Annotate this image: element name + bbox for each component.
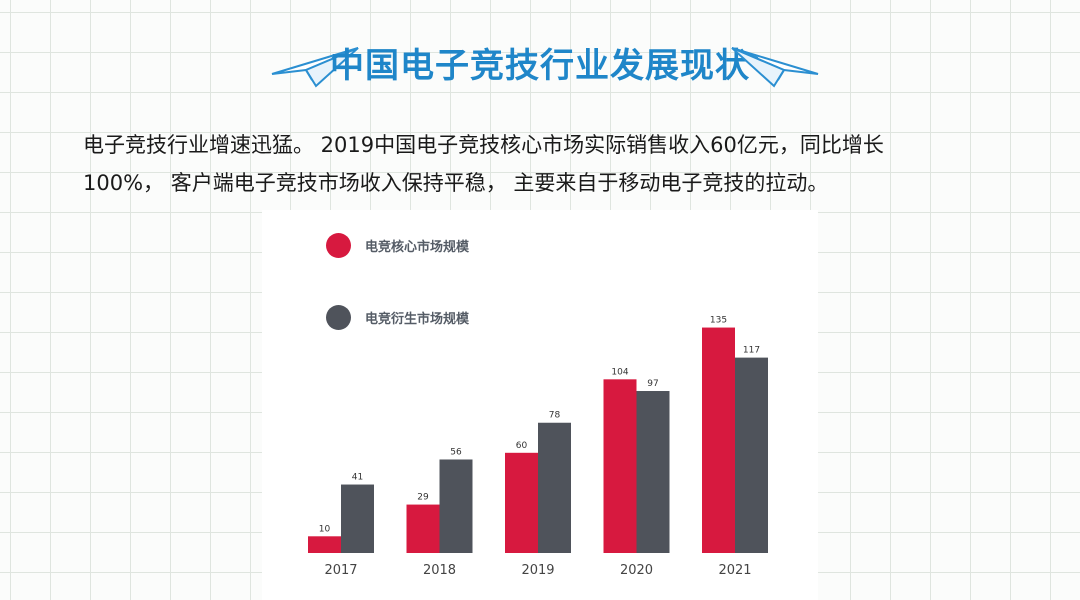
bar-chart: 10 41 2017 29 56 2018 60 78 2019 104 97 2020 135 117 2… — [308, 316, 768, 578]
title-banner: 中国电子竞技行业发展现状 — [0, 30, 1080, 100]
bar-core-2019 — [505, 452, 538, 553]
data-label-derivative-2019: 78 — [549, 411, 561, 421]
intro-line-1: 电子竞技行业增速迅猛。 2019中国电子竞技核心市场实际销售收入60亿元，同比增… — [83, 133, 884, 157]
legend-item-core: 电竞核心市场规模 — [326, 233, 469, 258]
bar-derivative-2021 — [735, 357, 768, 553]
legend-swatch-core — [326, 233, 351, 258]
bar-core-2020 — [603, 379, 637, 553]
x-tick-label-2018: 2018 — [423, 563, 456, 578]
data-label-core-2017: 10 — [319, 524, 331, 534]
x-tick-label-2017: 2017 — [324, 563, 357, 578]
bar-derivative-2019 — [538, 422, 571, 553]
bar-derivative-2017 — [341, 484, 374, 553]
data-label-derivative-2017: 41 — [352, 473, 363, 483]
data-label-derivative-2018: 56 — [450, 447, 462, 457]
x-tick-label-2021: 2021 — [718, 563, 751, 578]
bar-core-2017 — [308, 536, 341, 553]
x-tick-label-2020: 2020 — [620, 563, 653, 578]
data-label-core-2021: 135 — [710, 316, 727, 326]
x-tick-label-2019: 2019 — [521, 563, 554, 578]
bar-derivative-2018 — [439, 459, 473, 553]
data-label-core-2019: 60 — [516, 441, 528, 451]
data-label-derivative-2020: 97 — [647, 379, 658, 389]
bar-derivative-2020 — [636, 391, 670, 553]
bar-core-2018 — [406, 504, 440, 553]
data-label-core-2018: 29 — [417, 493, 429, 503]
intro-line-2: 100%， 客户端电子竞技市场收入保持平稳， 主要来自于移动电子竞技的拉动。 — [83, 171, 829, 195]
data-label-derivative-2021: 117 — [743, 346, 760, 356]
intro-paragraph: 电子竞技行业增速迅猛。 2019中国电子竞技核心市场实际销售收入60亿元，同比增… — [83, 126, 1013, 202]
legend-swatch-derivative — [326, 305, 351, 330]
legend-item-derivative: 电竞衍生市场规模 — [326, 305, 469, 330]
page-title: 中国电子竞技行业发展现状 — [330, 46, 750, 86]
paper-plane-left-icon — [271, 47, 359, 88]
legend-label-core: 电竞核心市场规模 — [365, 240, 470, 255]
paper-plane-right-icon — [731, 47, 819, 88]
data-label-core-2020: 104 — [611, 367, 628, 377]
chart-panel: 电竞核心市场规模 电竞衍生市场规模 10 41 2017 29 56 2018 60 78 20… — [262, 210, 818, 600]
legend-label-derivative: 电竞衍生市场规模 — [365, 312, 470, 327]
bar-core-2021 — [702, 327, 735, 553]
